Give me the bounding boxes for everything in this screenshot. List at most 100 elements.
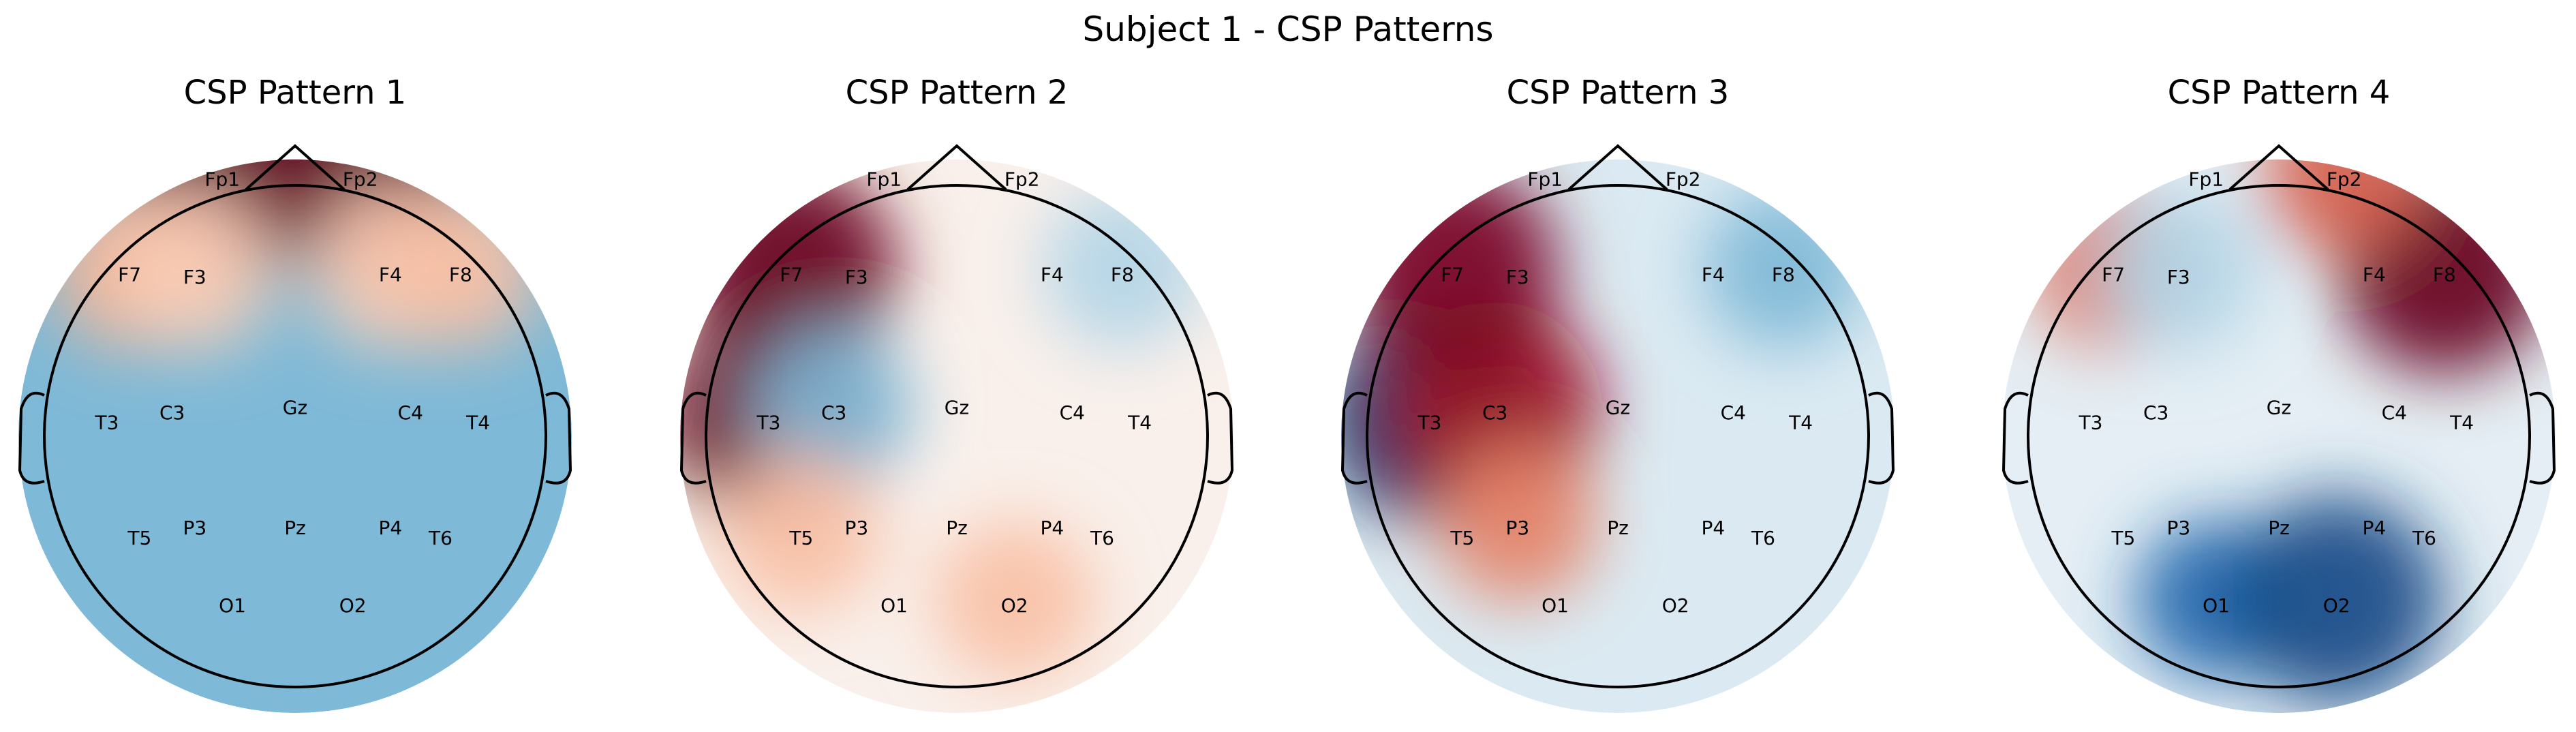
electrode-label-fp2: Fp2 [343,168,378,191]
activation-blob-c3 [753,326,915,487]
electrode-label-fp1: Fp1 [1527,168,1563,191]
electrode-label-t5: T5 [127,527,151,549]
electrode-label-f8: F8 [1111,263,1134,286]
panel-title: CSP Pattern 1 [184,74,407,112]
electrode-label-f3: F3 [1506,266,1529,288]
electrode-label-c4: C4 [2382,401,2407,424]
electrode-label-o1: O1 [880,594,908,617]
activation-blob-fp2 [2263,159,2425,254]
activation-blob-t5 [721,452,882,613]
electrode-label-gz: Gz [2267,397,2291,419]
activation-blob-o2 [2231,494,2442,705]
nose-outline [906,144,1007,191]
activation-field [1341,159,1895,713]
left-ear-outline [1340,391,1368,485]
head-outline [679,144,1234,688]
electrode-label-o1: O1 [1542,594,1569,617]
activation-blob-p3 [1437,442,1598,603]
electrode-label-f7: F7 [780,263,803,286]
panel-title: CSP Pattern 4 [2168,74,2391,112]
electrode-labels: Fp1 Fp2 F7 F3 F4 F8 T3 C3 Gz C4 T4 T5 P3 Pz P4 T6 O1 O2 [2079,168,2474,617]
electrode-labels: Fp1 Fp2 F7 F3 F4 F8 T3 C3 Gz C4 T4 T5 P3 Pz P4 T6 O1 O2 [756,168,1152,617]
electrode-label-t4: T4 [2449,412,2474,434]
electrode-label-f7: F7 [1441,263,1464,286]
left-ear-outline [18,391,45,485]
electrode-label-p4: P4 [378,517,402,539]
electrode-label-f8: F8 [1772,263,1795,286]
electrode-labels: Fp1 Fp2 F7 F3 F4 F8 T3 C3 Gz C4 T4 T5 P3 Pz P4 T6 O1 O2 [95,168,491,617]
electrode-label-fp2: Fp2 [2327,168,2362,191]
electrode-label-o1: O1 [219,594,246,617]
electrode-label-o1: O1 [2203,594,2230,617]
activation-blob-f3 [2098,191,2259,352]
electrode-label-t6: T6 [428,527,453,549]
electrode-label-pz: Pz [2268,517,2290,539]
electrode-label-f8: F8 [449,263,472,286]
head-outline [1340,144,1895,688]
electrode-label-c3: C3 [159,401,185,424]
electrode-label-p3: P3 [2166,517,2190,539]
electrode-label-o2: O2 [2323,594,2350,617]
topomap-panel-2: Fp1 Fp2 F7 F3 F4 F8 T3 C3 Gz C4 T4 T5 P3 Pz P4 T6 O1 O2 CS… [679,74,1234,713]
electrode-label-f4: F4 [379,263,402,286]
electrode-label-fp1: Fp1 [866,168,902,191]
nose-outline [2228,144,2329,191]
electrode-label-t4: T4 [465,412,490,434]
activation-field [680,159,1233,713]
electrode-label-o2: O2 [339,594,367,617]
electrode-label-c4: C4 [1060,401,1085,424]
electrode-label-p3: P3 [183,517,206,539]
electrode-label-t6: T6 [2412,527,2436,549]
activation-blob-f3 [114,191,275,352]
electrode-label-fp2: Fp2 [1666,168,1701,191]
electrode-label-f7: F7 [2102,263,2125,286]
electrode-label-t3: T3 [1417,412,1442,434]
electrode-label-c4: C4 [1721,401,1746,424]
electrode-label-o2: O2 [1001,594,1028,617]
electrode-label-t4: T4 [1127,412,1152,434]
panel-title: CSP Pattern 2 [846,74,1069,112]
electrode-label-t5: T5 [788,527,813,549]
right-ear-outline [545,391,572,485]
electrode-label-c3: C3 [821,401,846,424]
electrode-label-t5: T5 [1450,527,1474,549]
electrode-label-gz: Gz [1606,397,1630,419]
electrode-label-gz: Gz [283,397,307,419]
right-ear-outline [2529,391,2556,485]
electrode-label-f7: F7 [118,263,141,286]
topomap-panel-3: Fp1 Fp2 F7 F3 F4 F8 T3 C3 Gz C4 T4 T5 P3 Pz P4 T6 O1 O2 CS… [1340,74,1895,713]
electrode-label-t6: T6 [1751,527,1775,549]
electrode-label-t3: T3 [756,412,781,434]
electrode-label-p3: P3 [1505,517,1529,539]
electrode-label-pz: Pz [946,517,968,539]
electrode-label-f4: F4 [1702,263,1725,286]
electrode-label-f3: F3 [183,266,206,288]
electrode-label-f3: F3 [845,266,868,288]
electrode-label-p3: P3 [844,517,868,539]
electrode-label-fp1: Fp1 [204,168,240,191]
left-ear-outline [2002,391,2029,485]
electrode-label-pz: Pz [1607,517,1629,539]
figure-title: Subject 1 - CSP Patterns [1082,10,1494,49]
topomap-panel-4: Fp1 Fp2 F7 F3 F4 F8 T3 C3 Gz C4 T4 T5 P3 Pz P4 T6 O1 O2 CS… [2002,74,2556,713]
activation-blob-o2 [934,519,1095,680]
electrode-label-t5: T5 [2111,527,2135,549]
electrode-label-f8: F8 [2433,263,2456,286]
electrode-label-f3: F3 [2167,266,2190,288]
electrode-label-p4: P4 [2362,517,2386,539]
electrode-label-t6: T6 [1090,527,1114,549]
panel-title: CSP Pattern 3 [1507,74,1730,112]
electrode-label-c3: C3 [2143,401,2168,424]
electrode-label-c3: C3 [1482,401,1507,424]
electrode-label-t3: T3 [2079,412,2103,434]
electrode-label-fp2: Fp2 [1005,168,1040,191]
electrode-label-o2: O2 [1662,594,1689,617]
electrode-label-fp1: Fp1 [2188,168,2224,191]
left-ear-outline [679,391,707,485]
electrode-label-t4: T4 [1788,412,1813,434]
head-outline [2002,144,2556,688]
nose-outline [1567,144,1668,191]
electrode-label-gz: Gz [945,397,969,419]
